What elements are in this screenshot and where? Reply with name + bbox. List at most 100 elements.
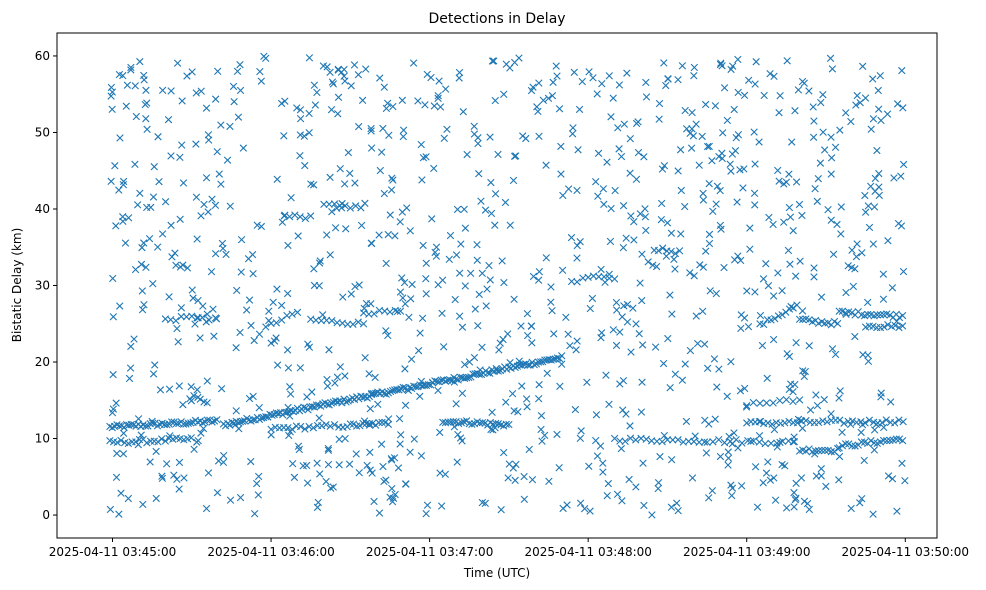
data-point — [703, 438, 711, 447]
data-point — [835, 444, 843, 452]
data-point — [795, 315, 804, 323]
data-point — [705, 239, 714, 248]
data-point — [642, 78, 650, 87]
data-point — [800, 372, 809, 381]
data-point — [387, 186, 396, 194]
data-point — [457, 240, 465, 248]
data-point — [365, 419, 374, 428]
data-point — [690, 63, 699, 72]
data-point — [820, 146, 829, 154]
data-point — [821, 319, 829, 327]
data-point — [421, 101, 429, 109]
data-point — [557, 170, 565, 178]
data-point — [324, 446, 333, 454]
data-point — [223, 156, 232, 164]
data-point — [528, 475, 537, 484]
data-point — [708, 487, 717, 495]
data-point — [284, 424, 292, 432]
data-point — [758, 341, 767, 350]
data-point — [294, 232, 302, 240]
data-point — [734, 444, 742, 452]
data-point — [728, 62, 737, 70]
data-point — [524, 361, 532, 369]
data-point — [764, 419, 772, 427]
data-point — [673, 499, 681, 507]
data-point — [133, 201, 142, 209]
data-point — [170, 471, 178, 479]
data-point — [475, 170, 483, 178]
data-point — [295, 445, 303, 454]
data-point — [828, 65, 837, 73]
data-point — [872, 420, 881, 429]
data-point — [778, 311, 786, 319]
data-point — [211, 201, 220, 210]
data-point — [229, 82, 238, 91]
data-point — [360, 304, 368, 313]
data-point — [869, 240, 878, 248]
data-point — [691, 432, 699, 440]
data-point — [731, 147, 740, 155]
data-point — [247, 417, 255, 425]
data-point — [288, 310, 296, 318]
data-point — [860, 456, 868, 465]
data-point — [592, 436, 600, 445]
data-point — [134, 415, 143, 423]
data-point — [350, 61, 359, 69]
data-point — [861, 208, 870, 216]
data-point — [659, 359, 668, 368]
data-point — [760, 91, 768, 100]
data-point — [606, 237, 615, 246]
data-point — [305, 109, 313, 118]
data-point — [473, 256, 481, 264]
data-point — [305, 343, 314, 351]
data-point — [210, 332, 218, 340]
data-point — [796, 257, 804, 265]
data-point — [314, 498, 322, 507]
data-point — [688, 474, 697, 482]
data-point — [627, 212, 635, 220]
data-point — [768, 420, 776, 428]
data-point — [836, 126, 844, 134]
data-point — [548, 307, 556, 315]
data-point — [499, 335, 507, 344]
data-point — [162, 460, 171, 468]
data-point — [487, 178, 495, 187]
data-point — [712, 200, 720, 208]
data-point — [790, 488, 798, 497]
data-point — [500, 90, 508, 99]
data-point — [188, 312, 196, 320]
data-point — [414, 97, 422, 105]
data-point — [555, 463, 563, 472]
data-point — [168, 253, 176, 261]
data-point — [142, 263, 150, 271]
x-tick-label: 2025-04-11 03:47:00 — [366, 545, 493, 559]
data-point — [363, 461, 371, 470]
data-point — [886, 311, 894, 319]
data-point — [890, 174, 898, 182]
data-point — [805, 505, 813, 514]
data-point — [422, 153, 430, 161]
data-point — [852, 101, 860, 109]
data-point — [853, 91, 861, 100]
data-point — [639, 459, 647, 467]
data-point — [277, 301, 286, 310]
data-point — [898, 436, 907, 445]
data-point — [897, 172, 905, 180]
data-point — [842, 109, 850, 117]
data-point — [580, 505, 589, 513]
data-point — [688, 108, 696, 117]
data-point — [636, 279, 644, 287]
data-point — [156, 386, 165, 394]
data-point — [140, 239, 148, 247]
data-point — [303, 479, 312, 487]
data-point — [660, 59, 668, 67]
data-point — [838, 428, 846, 437]
data-point — [570, 68, 578, 76]
data-point — [451, 295, 459, 304]
data-point — [576, 238, 584, 246]
data-point — [445, 255, 453, 263]
data-point — [211, 249, 220, 258]
data-point — [418, 176, 426, 184]
data-point — [158, 230, 167, 238]
data-point — [786, 260, 794, 268]
